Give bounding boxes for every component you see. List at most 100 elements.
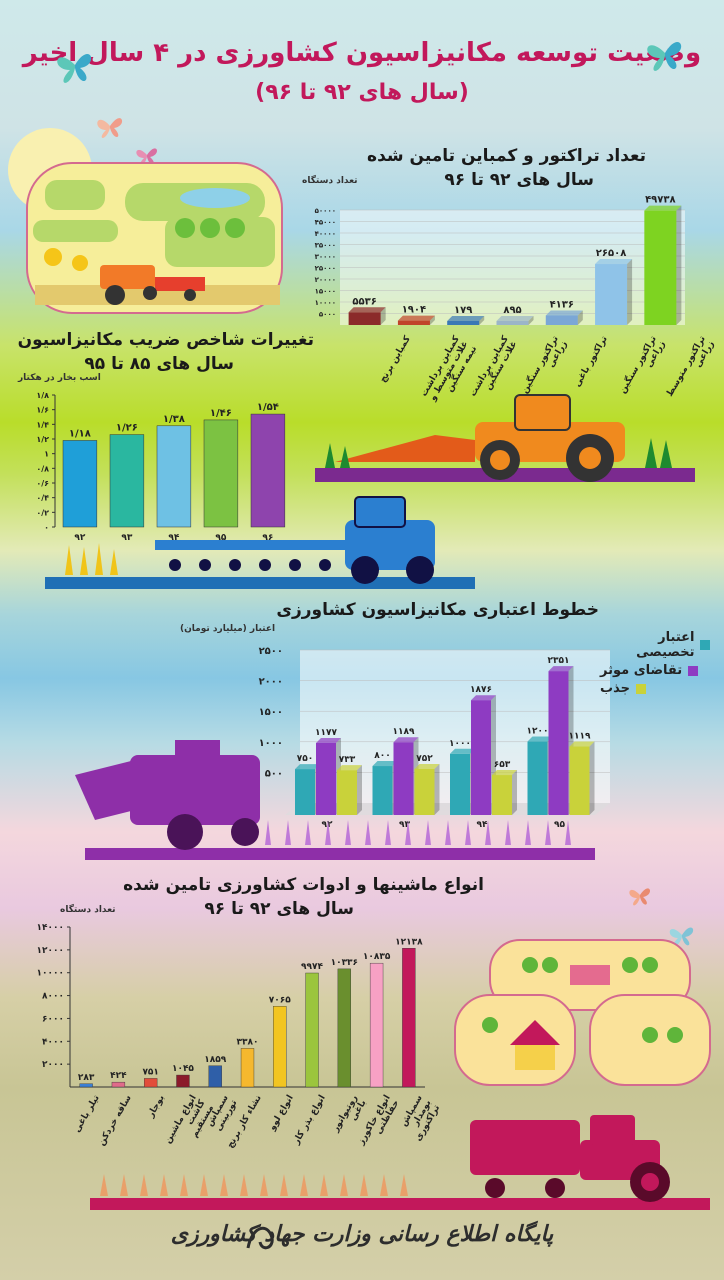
data-label: ۱۲۱۳۸ (395, 937, 423, 947)
data-label: ۳۳۸۰ (237, 1037, 259, 1047)
footer-source: پایگاه اطلاع رسانی وزارت جهاد کشاورزی (170, 1222, 554, 1247)
bar (447, 316, 485, 325)
butterfly-icon (136, 148, 158, 166)
y-tick-label: ۰ (44, 523, 49, 532)
bar (156, 425, 192, 528)
bar (595, 259, 633, 325)
bar (144, 1078, 158, 1088)
tractor-chart-subtitle: سال های ۹۲ تا ۹۶ (444, 170, 594, 190)
data-label: ۲۸۳ (78, 1073, 95, 1083)
data-label: ۴۱۳۶ (550, 299, 574, 310)
ministry-logo-icon (246, 1226, 274, 1250)
y-tick-label: ۲۰۰۰ (259, 677, 283, 688)
y-tick-label: ۵۰۰۰ (319, 311, 336, 319)
bar (337, 765, 362, 815)
village-illustration (454, 939, 711, 1086)
data-label: ۱۱۸۹ (393, 727, 415, 737)
bar (208, 1065, 222, 1088)
butterfly-icon (97, 118, 123, 138)
data-label: ۱۱۱۹ (569, 732, 591, 742)
bar (240, 1048, 255, 1088)
y-tick-label: ۱۵۰۰۰ (315, 288, 336, 296)
y-tick-label: ۲۰۰۰ (42, 1060, 64, 1070)
y-tick-label: ۱۵۰۰ (259, 707, 283, 718)
data-label: ۶۵۳ (494, 760, 511, 770)
y-tick-label: ۲۵۰۰ (259, 646, 283, 657)
data-label: ۱۲۰۰ (527, 727, 549, 737)
data-label: ۸۰۰ (374, 751, 390, 761)
machine-chart-title: انواع ماشینها و ادوات کشاورزی تامین شده (123, 875, 484, 895)
y-tick-label: ۰/۶ (36, 479, 49, 488)
x-tick-label: ۹۲ (74, 533, 85, 543)
bar (305, 972, 319, 1088)
data-label: ۷۳۳ (339, 755, 356, 765)
legend-swatch (635, 683, 646, 694)
machine-chart-subtitle: سال های ۹۲ تا ۹۶ (204, 899, 354, 919)
y-tick-label: ۱/۶ (36, 406, 49, 415)
bar (250, 413, 286, 528)
bar (369, 962, 384, 1088)
bar (545, 310, 583, 325)
data-label: ۱۹۰۴ (402, 305, 426, 316)
y-tick-label: ۱ (44, 450, 49, 459)
y-tick-label: ۵۰۰۰۰ (315, 207, 336, 215)
x-tick-label: ۹۲ (322, 820, 333, 830)
bar (111, 1081, 126, 1088)
x-tick-label: ۹۴ (477, 820, 488, 830)
y-tick-label: ۳۵۰۰۰ (315, 242, 336, 250)
coef-chart-subtitle: سال های ۸۵ تا ۹۵ (84, 354, 234, 374)
coef-chart-title: تغییرات شاخص ضریب مکانیزاسیون (17, 330, 314, 350)
bar (644, 205, 682, 325)
butterfly-icon (669, 927, 694, 947)
data-label: ۱/۳۸ (163, 414, 185, 425)
tractor-chart-ylabel: تعداد دستگاه (302, 176, 358, 186)
y-tick-label: ۱۰۰۰۰ (315, 299, 336, 307)
data-label: ۱۰۰۰ (449, 739, 471, 749)
bar (337, 968, 351, 1088)
data-label: ۹۹۷۴ (301, 962, 323, 972)
data-label: ۸۹۵ (503, 305, 521, 316)
y-tick-label: ۱/۴ (36, 420, 49, 429)
y-tick-label: ۱۲۰۰۰ (37, 946, 64, 956)
bar (348, 307, 386, 325)
x-tick-label: ۹۳ (121, 533, 132, 543)
data-label: ۲۳۵۱ (548, 656, 570, 666)
coef-chart-ylabel: اسب بخار در هکتار (18, 373, 101, 383)
x-tick-label: ۹۶ (262, 533, 273, 543)
y-tick-label: ۱۴۰۰۰ (37, 923, 64, 933)
data-label: ۷۰۶۵ (269, 995, 291, 1005)
data-label: ۱/۵۴ (257, 402, 279, 413)
y-tick-label: ۴۰۰۰۰ (315, 230, 336, 238)
bar (492, 770, 517, 815)
credit-chart: ۲۵۰۰ ۲۰۰۰ ۱۵۰۰ ۱۰۰۰ ۵۰۰ ۷۵۰ ۱۱۷۷ ۷۳۳ ۹۲ ۸۰۰ ۱۱۸۹ ۷۵… (259, 646, 610, 830)
data-label: ۱۸۷۶ (470, 685, 492, 695)
data-label: ۱/۲۶ (116, 423, 138, 434)
y-tick-label: ۰/۴ (36, 494, 49, 503)
data-label: ۱۷۹ (454, 305, 472, 316)
machine-chart: ۱۴۰۰۰ ۱۲۰۰۰ ۱۰۰۰۰ ۸۰۰۰ ۶۰۰۰ ۴۰۰۰ ۲۰۰۰ ۲۸۳ ۴۲۴ ۷۵۱… (37, 923, 425, 1088)
y-tick-label: ۴۵۰۰۰ (315, 219, 336, 227)
y-tick-label: ۲۰۰۰۰ (315, 276, 336, 284)
legend-item: اعتبار تخصیصی (600, 630, 710, 660)
bar (273, 1006, 287, 1088)
coef-chart: ۱/۸ ۱/۶ ۱/۴ ۱/۲ ۱ ۰/۸ ۰/۶ ۰/۴ ۰/۲ ۰ ۱/۱۸ ۹۲ ۱/۲۶ ۹۳ ۱/… (36, 391, 286, 543)
data-label: ۷۵۱ (142, 1067, 158, 1077)
data-label: ۱۰۸۳۵ (363, 952, 391, 962)
y-tick-label: ۰/۸ (36, 464, 49, 473)
pink-tractor-illustration (90, 1115, 710, 1210)
data-label: ۱۰۳۳۶ (331, 958, 358, 968)
butterfly-icon (57, 53, 92, 83)
legend-item: جذب (600, 681, 710, 696)
butterfly-icon (647, 41, 682, 71)
bar (176, 1074, 190, 1088)
x-tick-label: ۹۳ (399, 820, 410, 830)
farm-illustration (8, 128, 283, 314)
x-tick-label: ۹۵ (554, 820, 565, 830)
y-tick-label: ۴۰۰۰ (42, 1037, 64, 1047)
bar (109, 434, 145, 528)
y-tick-label: ۳۰۰۰۰ (315, 253, 336, 261)
y-tick-label: ۲۵۰۰۰ (315, 265, 336, 273)
tractor-chart: ۵۰۰۰۰ ۴۵۰۰۰ ۴۰۰۰۰ ۳۵۰۰۰ ۳۰۰۰۰ ۲۵۰۰۰ ۲۰۰۰۰ ۱۵۰۰۰… (315, 195, 685, 325)
y-tick-label: ۱۰۰۰ (259, 738, 283, 749)
data-label: ۱/۴۶ (210, 408, 232, 419)
